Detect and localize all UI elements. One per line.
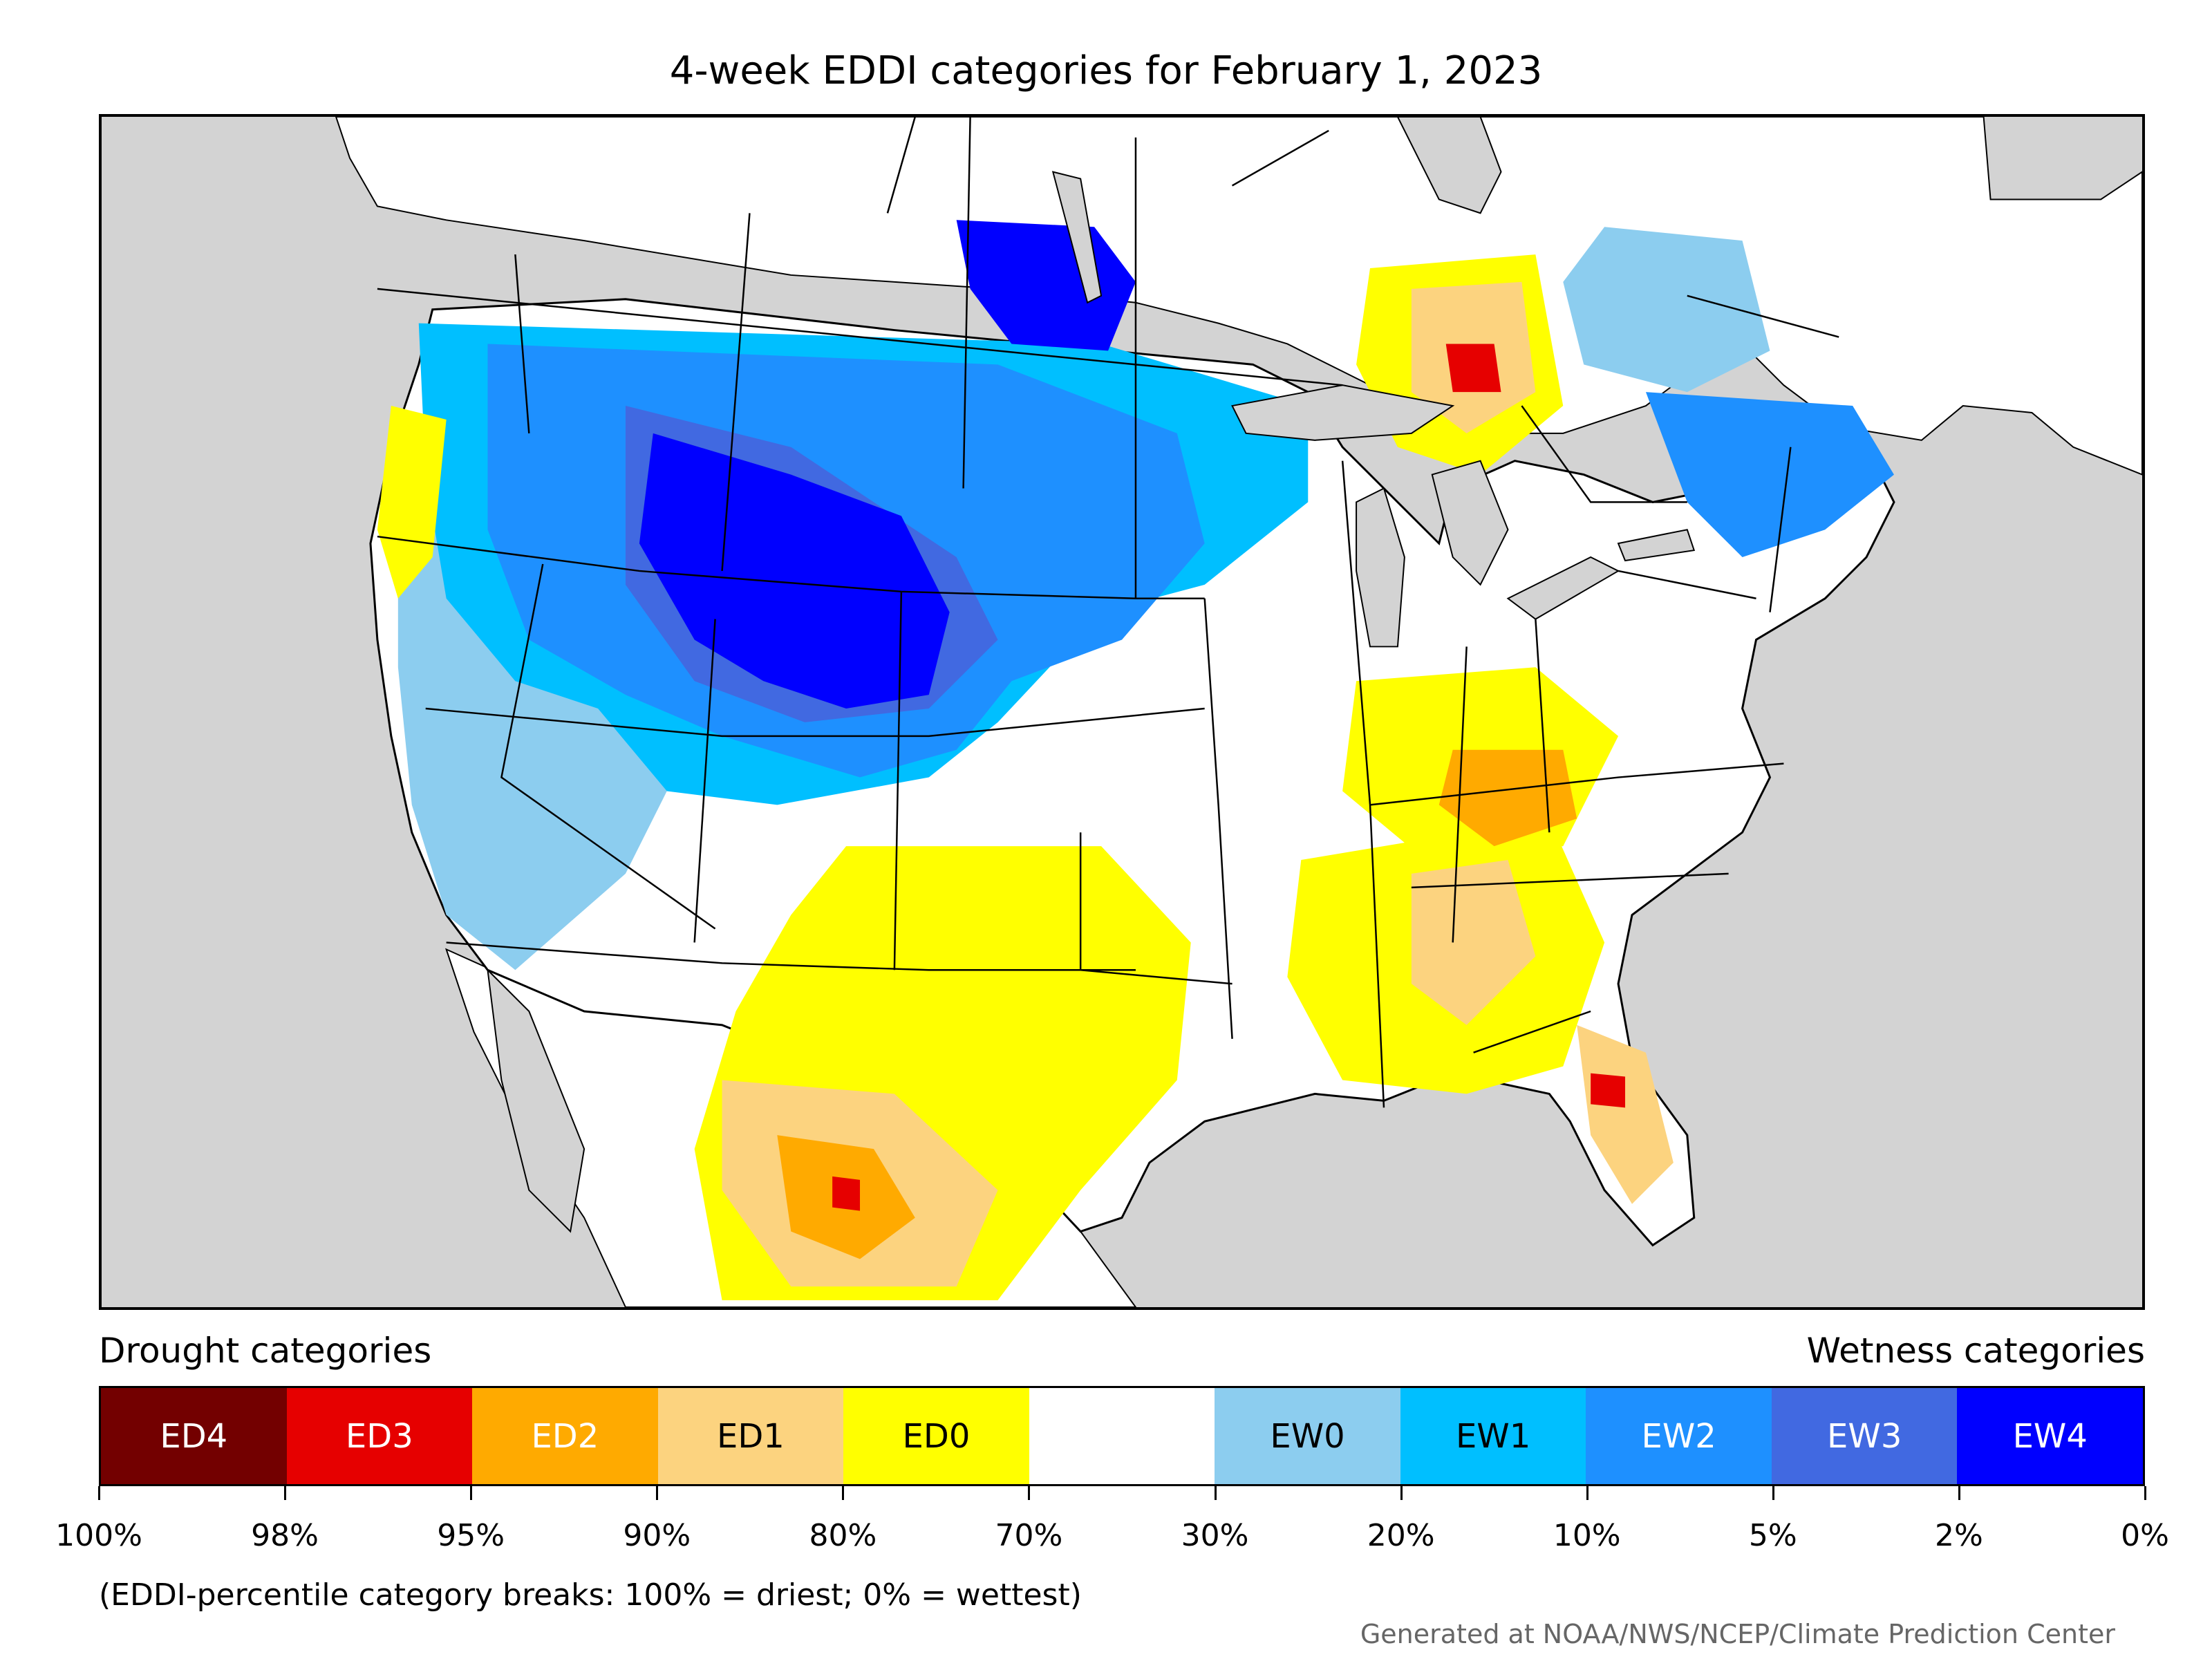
category-breaks-note: (EDDI-percentile category breaks: 100% =… (99, 1577, 1082, 1613)
colorbar-cell-ed2: ED2 (472, 1388, 658, 1484)
gulf-of-california (487, 968, 585, 1233)
colorbar-tick-label: 70% (995, 1518, 1063, 1553)
colorbar-tick (1214, 1486, 1217, 1500)
colorbar-tick (98, 1486, 100, 1500)
ed1-region-florida (1577, 1024, 1674, 1204)
lake-huron (1431, 460, 1509, 586)
ed0-region-pacific-coast (377, 406, 447, 599)
colorbar-tick-label: 80% (809, 1518, 877, 1553)
political-borders (377, 117, 1839, 1108)
colorbar-tick (656, 1486, 659, 1500)
colorbar-cell-normal (1029, 1388, 1215, 1484)
colorbar-cell-ed3: ED3 (286, 1388, 473, 1484)
canada-land (335, 117, 2142, 476)
ed3-spot-ontario (1445, 344, 1501, 393)
colorbar-tick-label: 90% (623, 1518, 691, 1553)
colorbar-cell-ed4: ED4 (101, 1388, 287, 1484)
colorbar-cell-ed0: ED0 (843, 1388, 1029, 1484)
ew4-region-rockies (639, 433, 950, 709)
colorbar-cell-ew2: EW2 (1586, 1388, 1772, 1484)
colorbar-cell-ed1: ED1 (657, 1388, 844, 1484)
credit-line: Generated at NOAA/NWS/NCEP/Climate Predi… (1360, 1619, 2115, 1649)
colorbar-tick (470, 1486, 473, 1500)
colorbar-tick (284, 1486, 287, 1500)
colorbar-cell-ew0: EW0 (1215, 1388, 1400, 1484)
colorbar-tick-label: 30% (1181, 1518, 1249, 1553)
colorbar-tick-label: 2% (1935, 1518, 1983, 1553)
colorbar-tick (1586, 1486, 1588, 1500)
colorbar-tick-label: 0% (2121, 1518, 2169, 1553)
ed2-region-kentucky (1438, 749, 1577, 847)
colorbar-tick (1400, 1486, 1403, 1500)
colorbar-tick (2144, 1486, 2146, 1500)
colorbar-tick-label: 95% (437, 1518, 505, 1553)
colorbar-tick (1958, 1486, 1960, 1500)
colorbar-tick-label: 5% (1748, 1518, 1797, 1553)
eddi-map (99, 114, 2145, 1310)
ed1-region-southeast (1411, 860, 1536, 1025)
colorbar-tick-label: 100% (55, 1518, 142, 1553)
map-title: 4-week EDDI categories for February 1, 2… (669, 48, 1543, 93)
wetness-categories-label: Wetness categories (1806, 1331, 2145, 1371)
colorbar-ticks (98, 1486, 2146, 1500)
colorbar-cell-ew1: EW1 (1400, 1388, 1586, 1484)
ew2-region-northeast (1645, 392, 1894, 558)
category-colorbar: ED4 ED3 ED2 ED1 ED0 EW0 EW1 EW2 EW3 EW4 (99, 1386, 2145, 1486)
ed3-spot-florida (1591, 1073, 1626, 1108)
colorbar-cell-ew4: EW4 (1957, 1388, 2144, 1484)
colorbar-tick (1028, 1486, 1031, 1500)
drought-categories-label: Drought categories (99, 1331, 432, 1371)
colorbar-tick-label: 20% (1367, 1518, 1435, 1553)
lake-winnipeg (1051, 171, 1103, 304)
colorbar-cell-ew3: EW3 (1771, 1388, 1958, 1484)
colorbar-tick (1772, 1486, 1774, 1500)
lake-ontario (1617, 529, 1696, 562)
ew0-region-quebec (1563, 227, 1770, 393)
lake-michigan (1356, 487, 1405, 648)
colorbar-tick (842, 1486, 845, 1500)
colorbar-tick-label: 10% (1553, 1518, 1621, 1553)
ed3-spot-mexico (832, 1176, 861, 1211)
colorbar-tick-label: 98% (251, 1518, 319, 1553)
map-canvas (335, 117, 2142, 1307)
hudson-bay (1396, 117, 1502, 214)
